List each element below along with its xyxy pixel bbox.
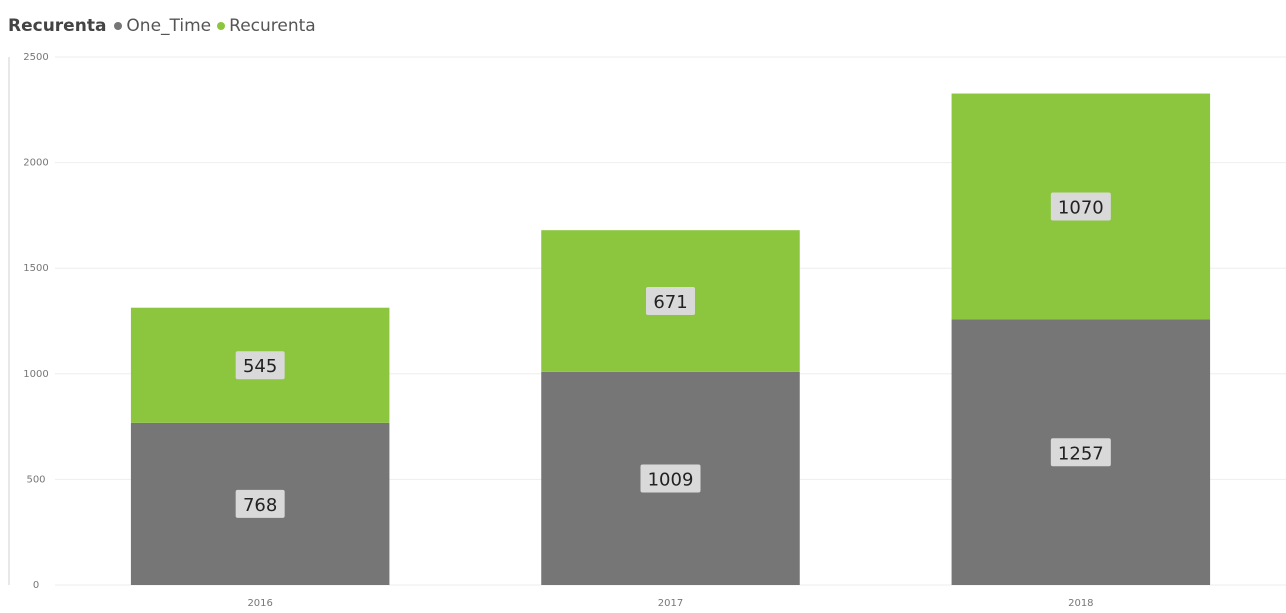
x-axis: 2016 2017 2018 [247,598,1093,609]
data-label: 1070 [1058,198,1104,219]
data-label-background [235,489,285,518]
data-label: 545 [243,356,277,377]
y-tick-label: 0 [33,580,39,591]
legend-item-one-time[interactable]: One_Time [114,16,211,36]
legend-item-recurenta[interactable]: Recurenta [217,16,316,36]
y-tick-label: 1500 [23,263,48,274]
y-tick-label: 2500 [23,52,48,63]
y-axis: 0 500 1000 1500 2000 2500 [8,52,49,591]
data-label-background [640,464,701,493]
legend-marker-one-time [114,22,123,30]
x-tick-label: 2016 [247,598,272,609]
legend-label-one-time: One_Time [126,16,212,36]
data-label-background [1050,438,1111,467]
y-tick-label: 500 [26,474,45,485]
legend-marker-recurenta [217,22,226,30]
data-label: 1009 [648,469,694,490]
data-label: 768 [243,495,277,516]
chart-legend: Recurenta One_Time Recurenta [8,14,322,38]
bars [130,93,1211,585]
legend-title: Recurenta [8,16,107,36]
data-label-background [1050,192,1111,221]
x-tick-label: 2017 [658,598,683,609]
data-label-background [235,351,285,380]
y-tick-label: 1000 [23,369,48,380]
x-tick-label: 2018 [1068,598,1093,609]
data-label: 1257 [1058,443,1104,464]
legend-label-recurenta: Recurenta [229,16,316,36]
data-labels: 768 545 1009 671 1257 1070 [235,192,1111,518]
data-label: 671 [653,292,687,313]
data-label-background [646,287,695,316]
y-tick-label: 2000 [23,158,48,169]
